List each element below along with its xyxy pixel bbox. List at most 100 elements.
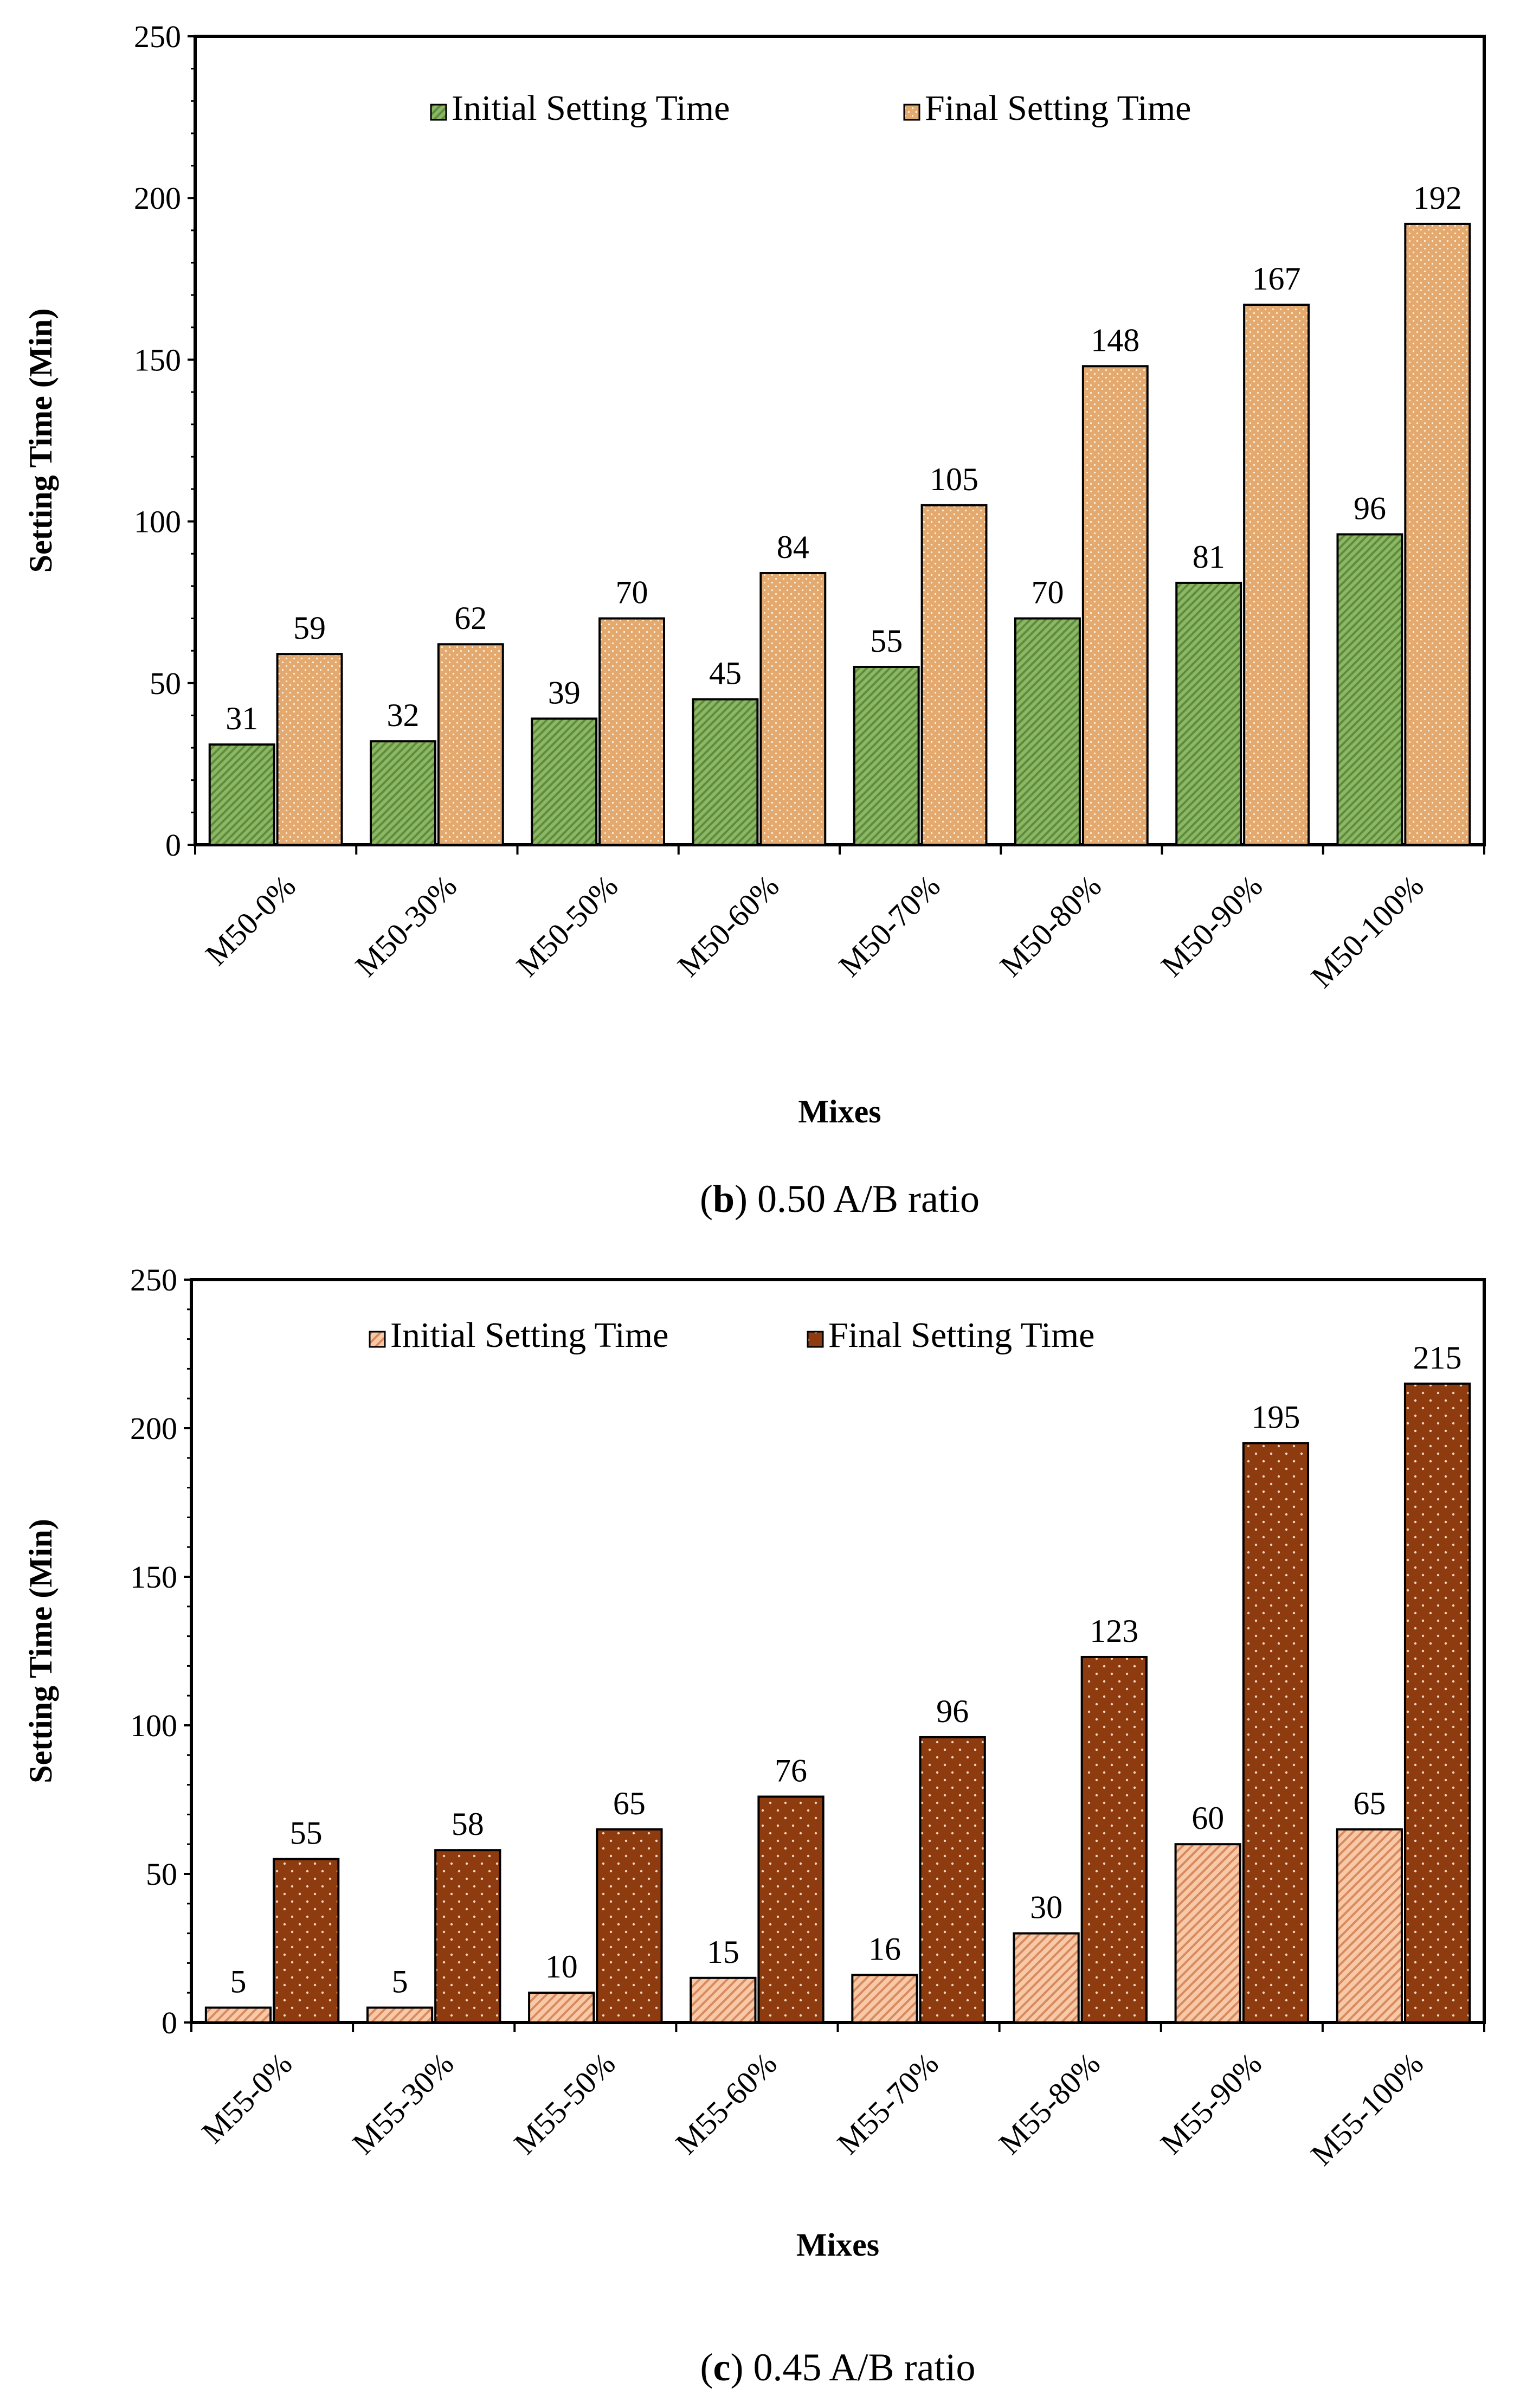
b-data-label: 31 — [226, 701, 258, 736]
c-bar-final — [273, 1858, 340, 2024]
c-x-category-label: M55-60% — [668, 2046, 783, 2161]
b-data-label: 32 — [387, 697, 419, 733]
c-bar-initial — [851, 1974, 918, 2024]
b-x-axis-title: Mixes — [798, 1094, 881, 1129]
c-bar-final — [919, 1736, 986, 2024]
c-y-tick-label: 150 — [130, 1559, 177, 1595]
c-caption-text: 0.45 A/B ratio — [743, 2346, 975, 2389]
c-bar-initial — [1336, 1828, 1403, 2024]
c-bar-initial — [1174, 1843, 1241, 2024]
b-bar-initial — [531, 717, 598, 846]
b-data-label: 192 — [1413, 180, 1462, 216]
b-data-label: 45 — [709, 656, 742, 691]
b-data-label: 55 — [870, 623, 903, 659]
c-y-axis-title: Setting Time (Min) — [23, 1519, 59, 1783]
b-x-category-label: M50-60% — [671, 868, 785, 983]
b-bar-final — [437, 643, 504, 846]
c-bar-final — [1080, 1655, 1148, 2024]
c-caption-open-paren: ( — [700, 2346, 713, 2389]
c-y-tick-label: 250 — [130, 1262, 177, 1298]
c-x-category-label: M55-100% — [1304, 2046, 1430, 2172]
c-x-category-label: M55-30% — [345, 2046, 460, 2161]
c-data-label: 30 — [1030, 1890, 1062, 1925]
c-data-label: 96 — [936, 1693, 969, 1729]
b-legend-swatch-final — [903, 104, 920, 121]
c-x-category-label: M55-90% — [1154, 2046, 1268, 2161]
b-caption-text: 0.50 A/B ratio — [748, 1177, 980, 1221]
b-bar-initial — [853, 665, 920, 846]
chart-b-050-ab-ratio: 0 50 100 150 200 250 31 59 M50-0% 32 62 M50-30% 39 70… — [23, 19, 1486, 1221]
b-x-category-label: M50-90% — [1154, 868, 1269, 983]
c-legend-swatch-final — [807, 1331, 824, 1348]
chart-c-045-ab-ratio: 050100150200250555M55-0%558M55-30%1065M5… — [23, 1262, 1486, 2389]
b-bar-initial — [1014, 617, 1081, 846]
c-data-label: 60 — [1191, 1800, 1224, 1836]
b-legend-label-initial: Initial Setting Time — [452, 88, 730, 128]
c-x-axis-title: Mixes — [796, 2227, 879, 2263]
c-bar-initial — [1013, 1932, 1080, 2024]
c-y-tick-label: 0 — [162, 2005, 177, 2040]
b-data-label: 96 — [1354, 490, 1386, 526]
c-x-category-label: M55-70% — [830, 2046, 945, 2161]
b-bar-final — [1081, 365, 1149, 846]
c-bar-final — [596, 1828, 663, 2024]
b-bar-final — [759, 572, 827, 846]
c-x-category-label: M55-80% — [992, 2046, 1107, 2161]
c-legend-label-final: Final Setting Time — [828, 1315, 1094, 1355]
b-data-label: 81 — [1193, 539, 1225, 575]
c-bar-initial — [528, 1992, 595, 2024]
b-y-tick-label: 100 — [134, 504, 181, 540]
c-y-tick-label: 100 — [130, 1708, 177, 1743]
c-data-label: 65 — [613, 1786, 646, 1821]
b-x-category-label: M50-30% — [349, 868, 463, 983]
b-y-tick-label: 250 — [134, 19, 181, 54]
c-data-label: 10 — [545, 1949, 578, 1985]
c-data-label: 58 — [452, 1806, 484, 1842]
b-legend-swatch-initial — [430, 104, 447, 121]
c-data-label: 76 — [775, 1753, 807, 1789]
b-x-category-label: M50-70% — [832, 868, 947, 983]
c-data-label: 16 — [868, 1931, 901, 1967]
b-y-tick-label: 200 — [134, 181, 181, 216]
c-data-label: 123 — [1090, 1613, 1138, 1649]
b-x-category-label: M50-100% — [1304, 868, 1431, 994]
b-bar-initial — [208, 743, 275, 846]
b-data-label: 148 — [1091, 322, 1139, 358]
c-y-tick-label: 200 — [130, 1411, 177, 1446]
c-legend-label-initial: Initial Setting Time — [390, 1315, 668, 1355]
b-x-category-label: M50-0% — [198, 868, 302, 972]
b-bar-initial — [1175, 581, 1242, 846]
b-caption-open-paren: ( — [700, 1177, 713, 1221]
c-y-tick-label: 50 — [146, 1857, 177, 1892]
c-caption-close-paren: ) — [730, 2346, 743, 2389]
c-legend-swatch-initial — [369, 1331, 386, 1348]
c-data-label: 5 — [230, 1964, 246, 2000]
c-bar-final — [1242, 1442, 1310, 2024]
b-data-label: 62 — [454, 600, 487, 636]
b-bar-final — [920, 504, 988, 846]
c-x-category-label: M55-0% — [195, 2046, 299, 2150]
c-bar-final — [1403, 1382, 1471, 2024]
b-figure-caption: (b) 0.50 A/B ratio — [700, 1177, 980, 1221]
b-y-tick-label: 0 — [165, 827, 181, 863]
b-bar-final — [598, 617, 665, 846]
c-data-label: 15 — [707, 1934, 739, 1970]
b-bar-initial — [1336, 533, 1403, 846]
b-data-label: 84 — [777, 529, 809, 565]
b-data-label: 70 — [616, 575, 648, 611]
b-data-label: 70 — [1031, 575, 1064, 611]
b-y-tick-label: 50 — [150, 666, 181, 701]
b-bar-initial — [692, 698, 759, 846]
b-data-label: 39 — [548, 675, 581, 710]
c-bar-final — [434, 1849, 501, 2024]
b-legend-label-final: Final Setting Time — [925, 88, 1191, 128]
c-data-label: 65 — [1353, 1786, 1386, 1821]
b-bar-final — [276, 653, 343, 846]
b-bar-final — [1404, 222, 1471, 846]
b-caption-close-paren: ) — [735, 1177, 748, 1221]
b-bar-initial — [370, 740, 436, 846]
c-caption-letter: c — [713, 2346, 731, 2389]
b-x-category-label: M50-80% — [993, 868, 1108, 983]
b-y-axis-title: Setting Time (Min) — [23, 309, 59, 573]
